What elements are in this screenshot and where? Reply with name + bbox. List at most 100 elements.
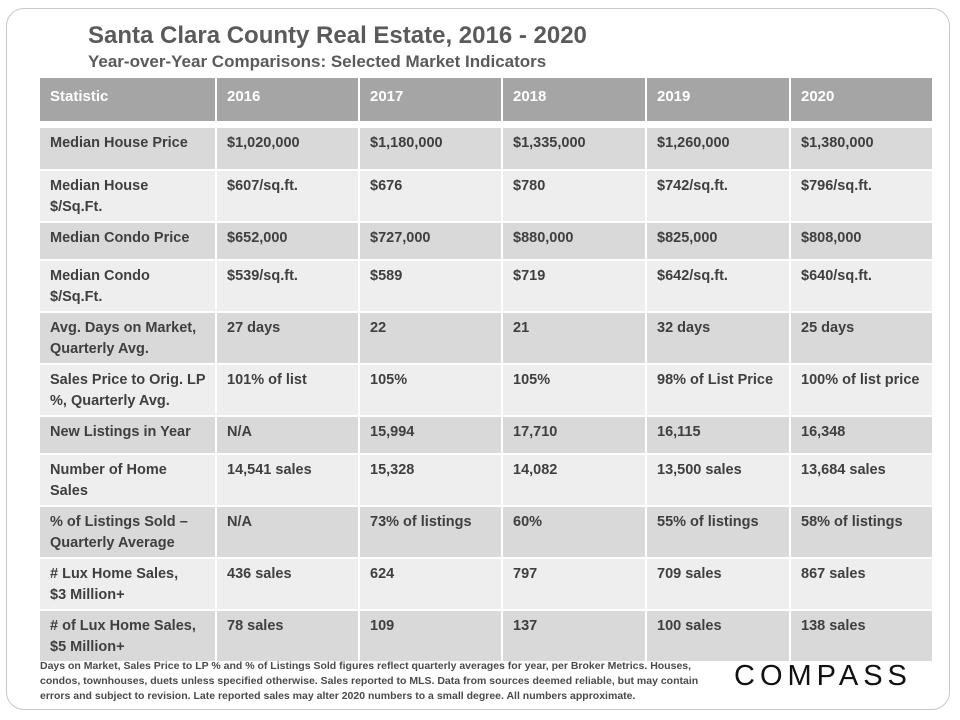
chart-title: Santa Clara County Real Estate, 2016 - 2…	[88, 22, 587, 49]
cell-2017: 15,994	[359, 416, 503, 455]
cell-2018: 60%	[502, 506, 647, 559]
cell-2018: 105%	[502, 364, 647, 417]
row-label-line: % of Listings Sold –	[50, 514, 188, 530]
row-label-line: # of Lux Home Sales,	[50, 618, 196, 634]
table-row: % of Listings Sold – Quarterly Average N/A…	[40, 506, 934, 559]
table-row: Median House Price $1,020,000 $1,180,000 $1…	[40, 128, 934, 171]
column-header-2017: 2017	[359, 78, 503, 123]
cell-2020: 25 days	[790, 312, 934, 365]
cell-2019: 100 sales	[646, 610, 791, 663]
cell-2019: 709 sales	[646, 558, 791, 611]
table-header-row: Statistic 2016 2017 2018 2019 2020	[40, 78, 934, 123]
table-row: New Listings in Year N/A 15,994 17,710 16,11…	[40, 416, 934, 455]
row-label: % of Listings Sold – Quarterly Average	[40, 506, 217, 559]
chart-subtitle: Year-over-Year Comparisons: Selected Mar…	[88, 52, 547, 71]
row-label-line: $5 Million+	[50, 639, 125, 655]
cell-2016: N/A	[216, 416, 360, 455]
cell-2020: 138 sales	[790, 610, 934, 663]
row-label-line: $/Sq.Ft.	[50, 289, 103, 305]
cell-2019: 55% of listings	[646, 506, 791, 559]
cell-2018: $719	[502, 260, 647, 313]
row-label-line: # Lux Home Sales,	[50, 566, 179, 582]
column-header-2016: 2016	[216, 78, 360, 123]
row-label: Median Condo $/Sq.Ft.	[40, 260, 217, 313]
cell-2020: $1,380,000	[790, 128, 934, 171]
market-indicators-table: Statistic 2016 2017 2018 2019 2020 Median Hou…	[40, 78, 934, 663]
table-row: Median Condo $/Sq.Ft. $539/sq.ft. $589 $719 $…	[40, 260, 934, 313]
row-label: New Listings in Year	[40, 416, 217, 455]
cell-2016: 101% of list	[216, 364, 360, 417]
cell-2017: 15,328	[359, 454, 503, 507]
row-label: Median House $/Sq.Ft.	[40, 170, 217, 223]
cell-2018: $1,335,000	[502, 128, 647, 171]
cell-2016: 78 sales	[216, 610, 360, 663]
cell-2017: $589	[359, 260, 503, 313]
column-header-2019: 2019	[646, 78, 791, 123]
row-label: Avg. Days on Market, Quarterly Avg.	[40, 312, 217, 365]
compass-logo: COMPASS	[734, 660, 912, 692]
cell-2016: N/A	[216, 506, 360, 559]
column-header-statistic: Statistic	[40, 78, 217, 123]
cell-2017: 624	[359, 558, 503, 611]
cell-2019: $642/sq.ft.	[646, 260, 791, 313]
cell-2019: $1,260,000	[646, 128, 791, 171]
row-label-line: %, Quarterly Avg.	[50, 393, 170, 409]
cell-2019: $825,000	[646, 222, 791, 261]
table-row: # of Lux Home Sales, $5 Million+ 78 sales 1…	[40, 610, 934, 663]
cell-2017: $727,000	[359, 222, 503, 261]
cell-2016: 436 sales	[216, 558, 360, 611]
cell-2016: 27 days	[216, 312, 360, 365]
cell-2019: $742/sq.ft.	[646, 170, 791, 223]
row-label-line: Avg. Days on Market,	[50, 320, 197, 336]
row-label-line: Sales Price to Orig. LP	[50, 372, 206, 388]
row-label-line: Median Condo Price	[50, 230, 190, 246]
row-label: Median House Price	[40, 128, 217, 171]
cell-2020: $796/sq.ft.	[790, 170, 934, 223]
cell-2019: 98% of List Price	[646, 364, 791, 417]
row-label-line: Quarterly Average	[50, 535, 175, 551]
cell-2018: 797	[502, 558, 647, 611]
cell-2020: 100% of list price	[790, 364, 934, 417]
cell-2018: $780	[502, 170, 647, 223]
cell-2016: 14,541 sales	[216, 454, 360, 507]
row-label-line: Median House Price	[50, 135, 188, 151]
cell-2017: $676	[359, 170, 503, 223]
row-label-line: Number of Home	[50, 462, 167, 478]
row-label-line: $/Sq.Ft.	[50, 199, 103, 215]
row-label-line: Sales	[50, 483, 88, 499]
row-label: Median Condo Price	[40, 222, 217, 261]
table-row: Sales Price to Orig. LP %, Quarterly Avg.…	[40, 364, 934, 417]
cell-2020: 867 sales	[790, 558, 934, 611]
cell-2018: 21	[502, 312, 647, 365]
cell-2017: 105%	[359, 364, 503, 417]
row-label: Number of Home Sales	[40, 454, 217, 507]
table-row: Number of Home Sales 14,541 sales 15,328 14,…	[40, 454, 934, 507]
slide-frame	[6, 8, 950, 710]
cell-2016: $539/sq.ft.	[216, 260, 360, 313]
cell-2020: 13,684 sales	[790, 454, 934, 507]
cell-2018: $880,000	[502, 222, 647, 261]
cell-2020: 16,348	[790, 416, 934, 455]
table-row: Median Condo Price $652,000 $727,000 $880,0…	[40, 222, 934, 261]
cell-2019: 16,115	[646, 416, 791, 455]
column-header-2018: 2018	[502, 78, 647, 123]
row-label: Sales Price to Orig. LP %, Quarterly Avg.	[40, 364, 217, 417]
cell-2018: 17,710	[502, 416, 647, 455]
footnote: Days on Market, Sales Price to LP % and …	[40, 660, 699, 702]
cell-2017: 109	[359, 610, 503, 663]
cell-2019: 32 days	[646, 312, 791, 365]
cell-2018: 137	[502, 610, 647, 663]
row-label-line: Quarterly Avg.	[50, 341, 149, 357]
table-row: Avg. Days on Market, Quarterly Avg. 27 day…	[40, 312, 934, 365]
row-label-line: New Listings in Year	[50, 424, 191, 440]
cell-2020: $808,000	[790, 222, 934, 261]
cell-2016: $652,000	[216, 222, 360, 261]
row-label-line: Median House	[50, 178, 149, 194]
table-row: Median House $/Sq.Ft. $607/sq.ft. $676 $780 $…	[40, 170, 934, 223]
cell-2016: $1,020,000	[216, 128, 360, 171]
cell-2018: 14,082	[502, 454, 647, 507]
cell-2019: 13,500 sales	[646, 454, 791, 507]
cell-2020: $640/sq.ft.	[790, 260, 934, 313]
cell-2016: $607/sq.ft.	[216, 170, 360, 223]
column-header-2020: 2020	[790, 78, 934, 123]
